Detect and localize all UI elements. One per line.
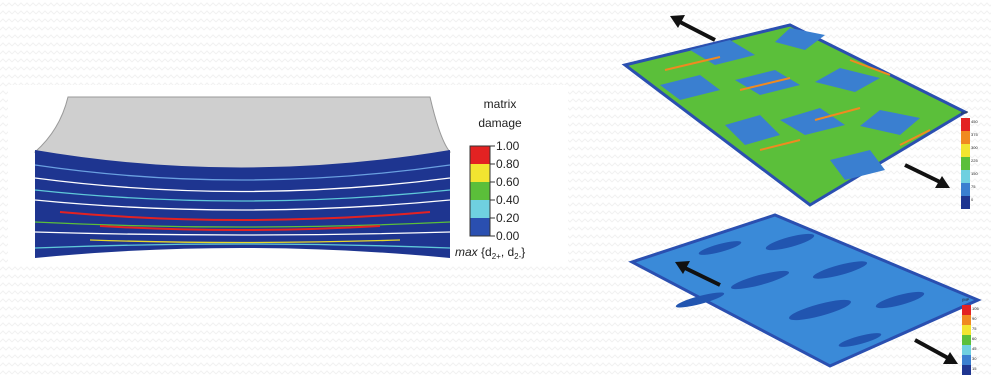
legend-unit: (MP xyxy=(962,297,970,302)
tick-label: 0.20 xyxy=(496,211,520,225)
figure: matrix damage 1.00 0.80 0.60 0.40 0.20 0.00 m… xyxy=(0,0,991,375)
tick-label: 75 xyxy=(971,184,976,189)
formula-part: } xyxy=(521,245,525,259)
legend-title: damage xyxy=(478,116,522,130)
formula-part: 2+ xyxy=(492,252,501,261)
tick-label: 450 xyxy=(971,119,978,124)
tick-label: 75 xyxy=(972,326,977,331)
tick-label: 225 xyxy=(971,158,978,163)
tick-label: 30 xyxy=(972,356,977,361)
tick-label: 15 xyxy=(972,366,977,371)
tick-label: 0.00 xyxy=(496,229,520,243)
colorbar xyxy=(470,146,490,236)
tick-label: 0.60 xyxy=(496,175,520,189)
tick-label: 105 xyxy=(972,306,979,311)
tick-label: 150 xyxy=(971,171,978,176)
formula-part: {d xyxy=(478,245,492,259)
tick-label: 0.80 xyxy=(496,157,520,171)
tick-label: 60 xyxy=(972,336,977,341)
tick-label: 0.40 xyxy=(496,193,520,207)
legend-unit: (MP xyxy=(961,110,969,115)
formula-part: , d xyxy=(501,245,514,259)
tick-label: 300 xyxy=(971,145,978,150)
formula-part: max xyxy=(455,245,479,259)
tick-label: 375 xyxy=(971,132,978,137)
tick-label: 90 xyxy=(972,316,977,321)
legend-title: matrix xyxy=(484,97,517,111)
tick-label: 1.00 xyxy=(496,139,520,153)
indenter xyxy=(35,97,450,169)
left-panel: matrix damage 1.00 0.80 0.60 0.40 0.20 0.00 m… xyxy=(8,85,568,265)
tick-label: 45 xyxy=(972,346,977,351)
